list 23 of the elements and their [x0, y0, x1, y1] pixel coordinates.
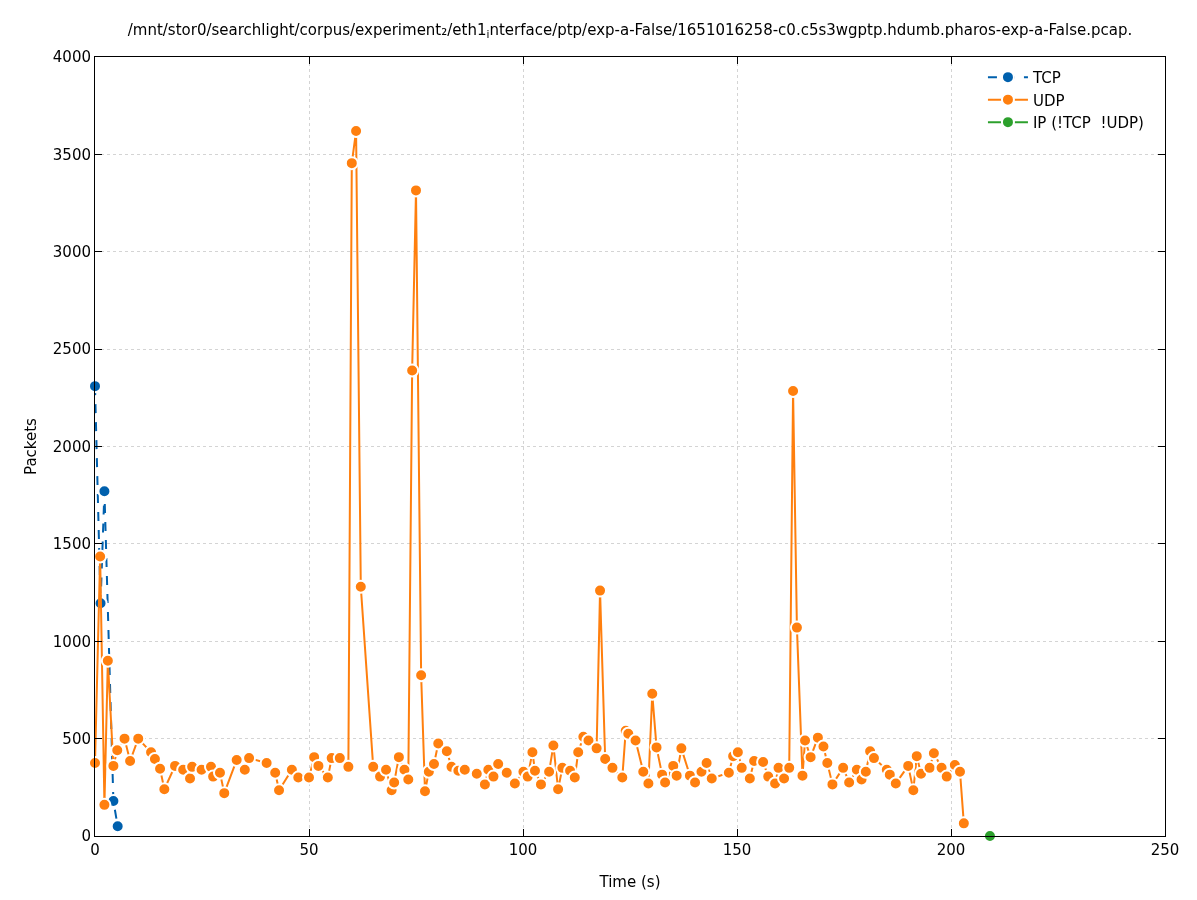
y-tick-label: 0 [81, 827, 91, 846]
point [110, 819, 125, 834]
point [97, 484, 112, 499]
x-axis-title: Time (s) [598, 873, 661, 891]
legend-label: TCP [1031, 69, 1061, 87]
y-tick-label: 1000 [52, 632, 91, 651]
x-tick-label: 150 [722, 841, 752, 859]
x-tick-label: 100 [508, 841, 538, 859]
y-tick-label: 2000 [52, 437, 91, 456]
chart-title: /mnt/stor0/searchlight/corpus/experiment₂/eth1$_{i}$nterface/ptp/exp-a-False/1651016258-c0.c5s3wgptp.hdumb.pharos-exp-a-False.pcap. [127, 20, 1133, 41]
x-tick-label: 200 [936, 841, 966, 859]
x-tick-label: 250 [1150, 841, 1180, 859]
y-tick-label: 4000 [52, 48, 91, 67]
legend-label: UDP [1032, 91, 1065, 110]
y-tick-label: 1500 [52, 535, 91, 554]
y-tick-label: 500 [62, 729, 91, 748]
x-tick-label: 50 [299, 841, 319, 859]
y-tick-label: 3000 [52, 243, 91, 261]
y-tick-label: 2500 [52, 340, 91, 359]
y-tick-label: 3500 [52, 145, 91, 164]
point [88, 379, 102, 394]
y-axis-title: Packets [22, 417, 41, 475]
legend-label: IP (!TCP !UDP) [1032, 113, 1144, 132]
